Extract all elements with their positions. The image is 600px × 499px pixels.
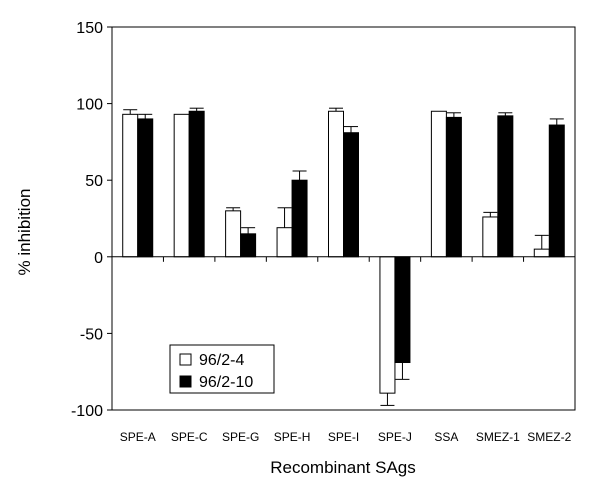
bar-series1 — [276, 227, 293, 258]
legend-swatch-96-2-10 — [179, 375, 192, 388]
x-tick-label: SPE-A — [120, 430, 156, 444]
y-axis-label: % inhibition — [15, 189, 34, 276]
x-tick-label: SPE-C — [171, 430, 208, 444]
x-tick-label: SPE-G — [222, 430, 259, 444]
bar-series1 — [328, 110, 344, 258]
bar-series1 — [173, 113, 190, 258]
bar-series1 — [430, 110, 447, 258]
legend: 96/2-4 96/2-10 — [169, 344, 275, 394]
legend-label-96-2-10: 96/2-10 — [199, 374, 253, 391]
bar-series2 — [137, 118, 154, 258]
x-tick-label: SPE-J — [378, 430, 412, 444]
x-tick-label: SPE-H — [274, 430, 311, 444]
y-tick-label: 0 — [94, 250, 103, 267]
x-axis: SPE-A SPE-C SPE-G SPE-H SPE-I SPE-J SSA SMEZ-1 S… — [120, 430, 572, 444]
bar-series1 — [379, 256, 396, 394]
bar-series1 — [533, 248, 550, 258]
y-axis: -100 -50 0 50 100 150 — [71, 20, 112, 420]
y-tick-label: 100 — [76, 97, 103, 114]
error-bars-layer — [123, 107, 564, 406]
y-tick-label: 150 — [76, 20, 103, 37]
bar-series2 — [291, 179, 308, 258]
zero-axis — [111, 256, 576, 262]
bar-series1 — [122, 113, 139, 258]
bar-series2 — [394, 256, 411, 364]
legend-swatch-96-2-4 — [179, 353, 192, 366]
y-tick-label: -100 — [71, 403, 103, 420]
x-tick-label: SSA — [434, 430, 458, 444]
x-tick-label: SPE-I — [328, 430, 359, 444]
legend-label-96-2-4: 96/2-4 — [199, 352, 244, 369]
y-tick-label: -50 — [80, 326, 103, 343]
x-tick-label: SMEZ-2 — [527, 430, 571, 444]
bar-series1 — [482, 216, 499, 258]
y-tick-label: 50 — [85, 173, 103, 190]
bar-series2 — [548, 124, 565, 258]
bar-series2 — [240, 233, 257, 258]
bar-series2 — [497, 115, 514, 258]
bar-series2 — [445, 116, 462, 258]
bar-series2 — [188, 110, 205, 258]
x-axis-label: Recombinant SAgs — [270, 458, 416, 477]
bars-layer — [122, 110, 565, 394]
bar-series1 — [225, 210, 242, 258]
x-tick-label: SMEZ-1 — [476, 430, 520, 444]
bar-series2 — [343, 132, 359, 258]
